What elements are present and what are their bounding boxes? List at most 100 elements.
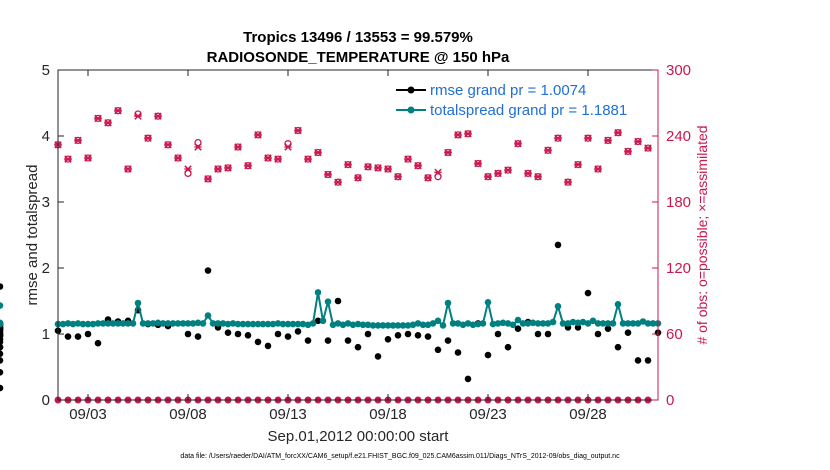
totalspread-point: [84, 320, 92, 328]
legend-spread-marker: [407, 106, 415, 114]
totalspread-point: [534, 320, 542, 327]
totalspread-point: [559, 320, 567, 327]
totalspread-point: [304, 321, 312, 329]
totalspread-point: [369, 322, 377, 329]
totalspread-point: [224, 320, 232, 328]
totalspread-point: [309, 320, 317, 327]
rmse-point: [454, 349, 462, 356]
obs-assimilated-marker: [554, 134, 562, 142]
y-tick-label: 3: [42, 194, 50, 211]
totalspread-point: [384, 322, 392, 329]
rmse-point: [434, 346, 442, 354]
totalspread-point: [339, 321, 347, 329]
rmse-point: [224, 329, 232, 337]
obs-assimilated-marker: [384, 165, 392, 173]
rmse-point: [604, 325, 612, 333]
totalspread-point: [579, 318, 587, 326]
totalspread-point: [349, 321, 357, 329]
rmse-point: [514, 325, 522, 333]
totalspread-point: [64, 320, 72, 327]
obs-possible-marker: [194, 138, 202, 147]
obs-assimilated-marker: [274, 155, 282, 163]
totalspread-point: [499, 319, 507, 327]
rmse-point: [384, 336, 392, 343]
totalspread-point: [484, 299, 492, 306]
y-tick-label: 1: [42, 326, 50, 343]
obs-assimilated-marker: [374, 164, 382, 172]
totalspread-point: [564, 320, 572, 327]
obs-assimilated-marker: [314, 148, 322, 157]
rmse-point: [554, 241, 562, 249]
totalspread-point: [514, 316, 522, 324]
totalspread-point: [539, 320, 547, 327]
legend-box: [392, 76, 652, 120]
rmse-point: [584, 289, 592, 297]
obs-assimilated-marker: [454, 131, 462, 139]
rmse-point: [404, 330, 412, 338]
totalspread-point: [179, 320, 187, 327]
obs-assimilated-marker: [224, 164, 232, 172]
totalspread-point: [329, 321, 337, 329]
rmse-point: [634, 357, 642, 364]
obs-assimilated-marker: [194, 143, 202, 151]
y-tick-label: 2: [42, 260, 50, 277]
totalspread-point: [254, 320, 262, 328]
totalspread-point: [389, 322, 397, 329]
totalspread-point: [289, 320, 297, 328]
series-lines: [0, 241, 662, 392]
totalspread-point: [344, 320, 352, 327]
totalspread-point: [214, 320, 222, 327]
rmse-point: [0, 350, 4, 358]
totalspread-point: [159, 320, 167, 327]
x-tick-label: 09/13: [269, 406, 307, 423]
y2-tick-label: 120: [666, 260, 691, 277]
x-axis-label: Sep.01,2012 00:00:00 start: [268, 428, 450, 445]
obs-assimilated-marker: [74, 136, 82, 145]
data-file-footnote: data file: /Users/raeder/DAI/ATM_forcXX/…: [180, 453, 620, 460]
totalspread-point: [419, 321, 427, 329]
obs-possible-marker: [184, 169, 192, 178]
totalspread-point: [644, 320, 652, 327]
rmse-point: [314, 317, 322, 325]
totalspread-point: [114, 320, 122, 327]
legend-rmse-label: rmse grand pr = 1.0074: [430, 82, 586, 99]
totalspread-point: [109, 320, 117, 327]
obs-assimilated-marker: [84, 154, 92, 162]
chart-subtitle: RADIOSONDE_TEMPERATURE @ 150 hPa: [207, 49, 510, 66]
totalspread-point: [274, 320, 282, 327]
obs-possible-marker: [434, 173, 442, 181]
obs-assimilated-marker: [354, 174, 362, 182]
totalspread-point: [229, 320, 237, 327]
totalspread-point: [519, 320, 527, 327]
totalspread-point: [589, 317, 597, 325]
totalspread-point: [444, 299, 452, 307]
obs-assimilated-marker: [414, 161, 422, 170]
obs-assimilated-marker: [124, 165, 132, 173]
x-tick-label: 09/23: [469, 406, 507, 423]
rmse-point: [504, 343, 512, 351]
rmse-point: [464, 375, 472, 383]
y2-axis-label: # of obs: o=possible; ×=assimilated: [694, 125, 710, 344]
totalspread-point: [649, 320, 657, 327]
rmse-point: [0, 369, 4, 376]
obs-assimilated-marker: [644, 144, 652, 152]
totalspread-point: [634, 320, 642, 327]
totalspread-point: [379, 322, 387, 329]
totalspread-point: [169, 320, 177, 327]
rmse-point: [484, 351, 492, 359]
rmse-point: [354, 343, 362, 351]
y2-tick-label: 0: [666, 392, 674, 409]
obs-assimilated-marker: [514, 139, 522, 148]
rmse-point: [264, 342, 272, 350]
obs-assimilated-marker: [204, 175, 212, 183]
rmse-point: [234, 330, 242, 338]
rmse-point: [194, 333, 202, 340]
totalspread-point: [164, 320, 172, 327]
totalspread-point: [249, 320, 257, 328]
totalspread-point: [464, 320, 472, 327]
obs-assimilated-marker: [104, 119, 112, 127]
totalspread-point: [364, 321, 372, 329]
obs-assimilated-marker: [344, 160, 352, 169]
totalspread-point: [619, 320, 627, 327]
